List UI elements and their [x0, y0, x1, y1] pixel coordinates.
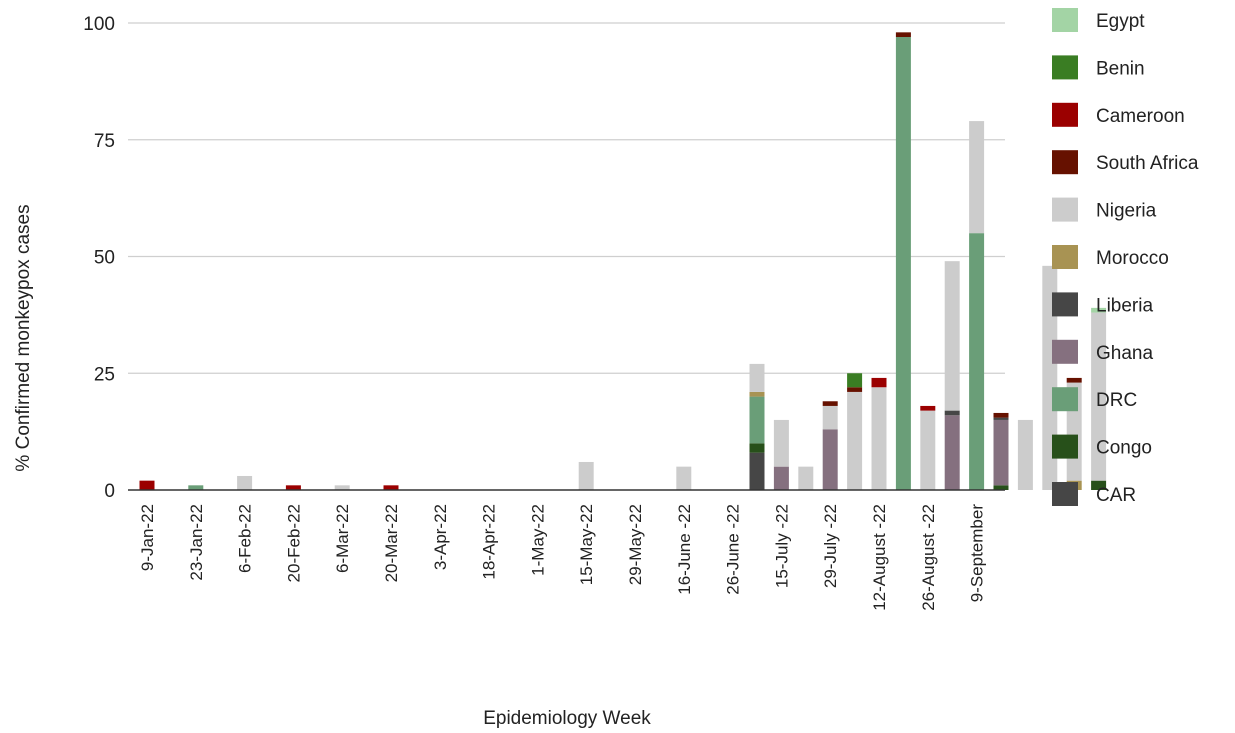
x-tick-label: 1-May-22	[528, 504, 547, 576]
legend-swatch-benin	[1052, 55, 1078, 80]
bar-segment-nigeria	[969, 121, 985, 234]
bar-segment-south-africa	[822, 401, 838, 406]
legend-label: Nigeria	[1096, 201, 1157, 222]
x-tick-label: 6-Mar-22	[333, 504, 352, 573]
legend-swatch-car	[1052, 482, 1078, 506]
x-tick-label: 3-Apr-22	[431, 504, 450, 570]
x-tick-label: 9-Jan-22	[138, 504, 157, 571]
bar-segment-nigeria	[578, 461, 594, 490]
legend-swatch-ghana	[1052, 339, 1078, 364]
legend-swatch-cameroon	[1052, 102, 1078, 127]
x-tick-label: 20-Feb-22	[284, 504, 303, 582]
legend-label: Congo	[1096, 438, 1152, 459]
x-tick-label: 26-June -22	[724, 504, 743, 595]
bar-segment-nigeria	[334, 485, 350, 490]
x-tick-label: 16-June -22	[675, 504, 694, 595]
legend-label: Benin	[1096, 58, 1145, 79]
bar-segment-car	[749, 452, 765, 490]
x-tick-label: 29-May-22	[626, 504, 645, 585]
bar-segment-south-africa	[895, 32, 911, 38]
bar-segment-egypt	[1091, 307, 1107, 313]
bar-segment-cameroon	[285, 485, 301, 490]
legend-swatch-south-africa	[1052, 150, 1078, 175]
bar-segment-nigeria	[1042, 265, 1058, 490]
axes: 0 25 50 75 100 9-Jan-22 23-Jan-22 6-Feb-22 20-Fe…	[83, 14, 1005, 611]
bar-segment-nigeria	[847, 391, 863, 490]
bars	[139, 32, 1107, 490]
bar-segment-ghana	[773, 466, 789, 490]
x-tick-label: 29-July -22	[821, 504, 840, 588]
legend-label: CAR	[1096, 485, 1136, 506]
bar-segment-liberia	[993, 417, 1009, 420]
bar-segment-drc	[895, 37, 911, 490]
bar-segment-cameroon	[139, 480, 155, 490]
legend-swatch-drc	[1052, 387, 1078, 412]
x-tick-label: 23-Jan-22	[187, 504, 206, 581]
bar-segment-south-africa	[1066, 377, 1082, 383]
bar-segment-nigeria	[798, 466, 814, 490]
bar-segment-ghana	[993, 419, 1009, 486]
legend-swatch-egypt	[1052, 8, 1078, 32]
y-tick-label: 0	[104, 481, 115, 502]
bar-segment-liberia	[944, 410, 960, 416]
y-tick-label: 100	[83, 14, 115, 35]
bar-segment-cameroon	[920, 405, 936, 411]
bar-segment-south-africa	[847, 387, 863, 392]
legend-label: DRC	[1096, 390, 1137, 411]
legend-swatch-morocco	[1052, 245, 1078, 269]
bar-segment-congo	[993, 485, 1009, 490]
bar-segment-nigeria	[871, 387, 887, 490]
bar-segment-benin	[847, 373, 863, 388]
bar-segment-nigeria	[822, 405, 838, 430]
bar-segment-nigeria	[749, 363, 765, 392]
bar-segment-cameroon	[871, 377, 887, 388]
legend-swatch-liberia	[1052, 292, 1078, 317]
y-tick-label: 25	[94, 364, 115, 385]
bar-segment-congo	[1091, 480, 1107, 490]
x-tick-label: 6-Feb-22	[236, 504, 255, 573]
bar-segment-nigeria	[237, 475, 253, 490]
bar-segment-drc	[969, 233, 985, 490]
bar-segment-nigeria	[676, 466, 692, 490]
legend: Egypt Benin Cameroon South Africa Nigeria Mor…	[1052, 8, 1199, 506]
legend-label: Cameroon	[1096, 106, 1185, 127]
legend-swatch-nigeria	[1052, 197, 1078, 222]
x-tick-label: 26-August -22	[919, 504, 938, 611]
legend-label: Egypt	[1096, 11, 1145, 32]
bar-segment-cameroon	[383, 485, 399, 490]
x-axis-title: Epidemiology Week	[483, 708, 651, 729]
y-axis-title: % Confirmed monkeypox cases	[13, 204, 34, 471]
bar-segment-nigeria	[944, 261, 960, 411]
bar-segment-ghana	[822, 429, 838, 490]
y-tick-label: 75	[94, 131, 115, 152]
x-tick-label: 15-May-22	[577, 504, 596, 585]
x-tick-label: 12-August -22	[870, 504, 889, 611]
bar-segment-nigeria	[773, 419, 789, 467]
x-tick-label: 18-Apr-22	[480, 504, 499, 580]
y-tick-label: 50	[94, 248, 115, 269]
bar-segment-congo	[749, 443, 765, 453]
gridlines	[128, 22, 1005, 374]
x-tick-label: 9-September	[968, 504, 987, 603]
bar-segment-nigeria	[1091, 312, 1107, 481]
bar-segment-ghana	[944, 415, 960, 490]
x-tick-label: 15-July -22	[772, 504, 791, 588]
legend-label: Ghana	[1096, 343, 1153, 364]
x-tick-label: 20-Mar-22	[382, 504, 401, 582]
bar-segment-south-africa	[993, 412, 1009, 418]
bar-segment-morocco	[749, 391, 765, 397]
legend-label: Morocco	[1096, 248, 1169, 269]
bar-segment-nigeria	[1017, 419, 1033, 490]
legend-label: Liberia	[1096, 295, 1153, 316]
bar-segment-nigeria	[920, 410, 936, 490]
legend-label: South Africa	[1096, 153, 1199, 174]
bar-segment-drc	[749, 396, 765, 444]
bar-segment-drc	[188, 485, 204, 490]
legend-swatch-congo	[1052, 434, 1078, 459]
